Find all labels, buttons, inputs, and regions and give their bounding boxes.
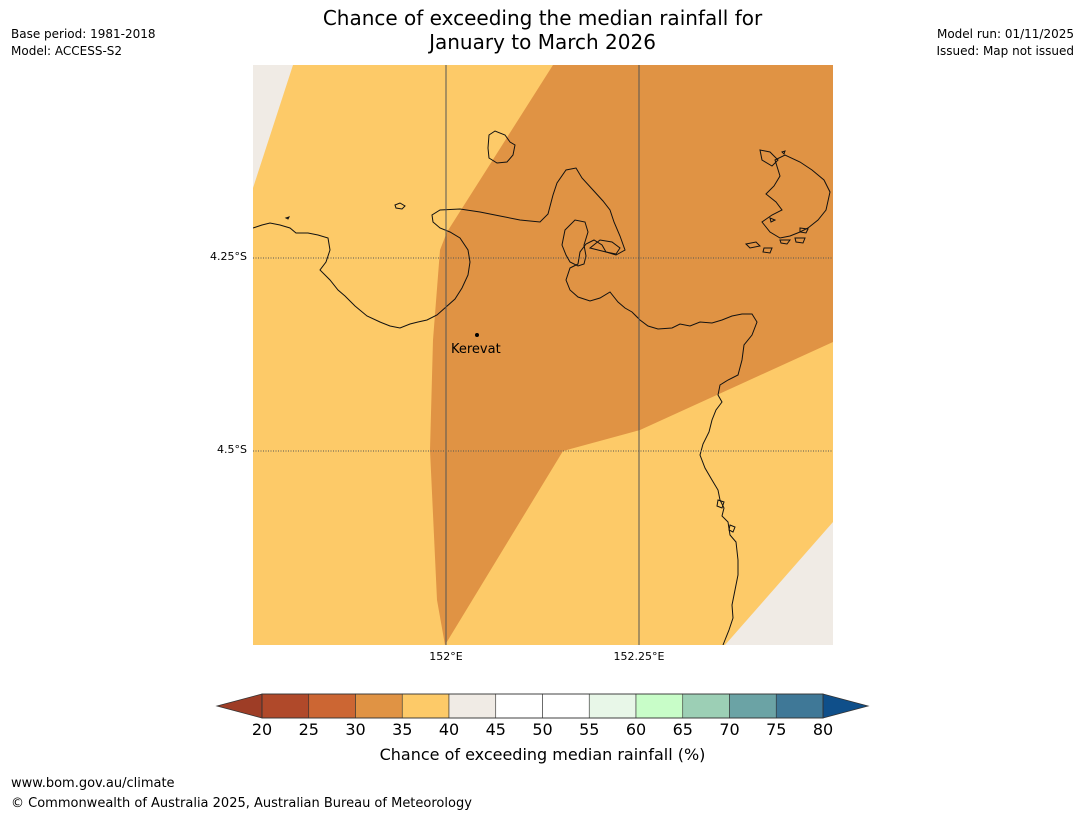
issued-status: Issued: Map not issued bbox=[936, 44, 1074, 58]
colorbar-cell bbox=[261, 693, 310, 719]
colorbar-tick-label: 50 bbox=[532, 720, 553, 739]
place-label-kerevat: Kerevat bbox=[451, 342, 501, 357]
lat-label-4-5: 4.5°S bbox=[217, 443, 247, 456]
colorbar-cell bbox=[401, 693, 450, 719]
colorbar-label: Chance of exceeding median rainfall (%) bbox=[379, 745, 706, 764]
colorbar-tick-label: 80 bbox=[812, 720, 834, 739]
map-area bbox=[253, 65, 833, 645]
colorbar-over-arrow bbox=[822, 693, 870, 719]
base-period: Base period: 1981-2018 bbox=[11, 27, 156, 41]
colorbar-cell bbox=[588, 693, 637, 719]
colorbar-cell bbox=[775, 693, 824, 719]
colorbar-cell bbox=[682, 693, 730, 719]
kerevat-marker bbox=[475, 333, 479, 337]
colorbar-cell bbox=[729, 693, 777, 719]
colorbar-cell bbox=[448, 693, 497, 719]
model-name: Model: ACCESS-S2 bbox=[11, 44, 123, 58]
colorbar-tick-label: 65 bbox=[672, 720, 693, 739]
colorbar-cell bbox=[355, 693, 403, 719]
colorbar-under-arrow bbox=[215, 693, 263, 719]
title-line-2: January to March 2026 bbox=[429, 30, 656, 54]
class-40-45-region-se bbox=[725, 522, 833, 645]
colorbar-tick-label: 40 bbox=[438, 720, 460, 739]
copyright-text: © Commonwealth of Australia 2025, Austra… bbox=[11, 796, 472, 811]
colorbar-tick-label: 25 bbox=[298, 720, 319, 739]
colorbar-cell bbox=[542, 693, 590, 719]
meta-right: Model run: 01/11/2025 Issued: Map not is… bbox=[936, 26, 1074, 60]
coastline bbox=[253, 130, 831, 645]
class-30-35-region bbox=[430, 65, 833, 645]
lon-label-152-25: 152.25°E bbox=[613, 650, 665, 663]
colorbar-tick-label: 75 bbox=[766, 720, 787, 739]
colorbar-cell bbox=[308, 693, 356, 719]
colorbar bbox=[215, 693, 870, 719]
model-run: Model run: 01/11/2025 bbox=[936, 27, 1074, 41]
lon-label-152: 152°E bbox=[429, 650, 463, 663]
colorbar-tick-label: 55 bbox=[579, 720, 600, 739]
title-line-1: Chance of exceeding the median rainfall … bbox=[322, 6, 763, 30]
colorbar-cell bbox=[495, 693, 543, 719]
colorbar-tick-label: 60 bbox=[625, 720, 647, 739]
colorbar-tick-label: 20 bbox=[251, 720, 273, 739]
colorbar-cell bbox=[635, 693, 684, 719]
colorbar-tick-label: 70 bbox=[719, 720, 740, 739]
graticule bbox=[253, 65, 833, 645]
lat-label-4-25: 4.25°S bbox=[210, 250, 247, 263]
colorbar-tick-label: 35 bbox=[392, 720, 413, 739]
website-link[interactable]: www.bom.gov.au/climate bbox=[11, 776, 175, 791]
colorbar-tick-label: 30 bbox=[345, 720, 366, 739]
meta-left: Base period: 1981-2018 Model: ACCESS-S2 bbox=[11, 26, 156, 60]
colorbar-tick-label: 45 bbox=[485, 720, 506, 739]
class-40-45-region-nw bbox=[253, 65, 293, 188]
colorbar-frame bbox=[261, 693, 824, 719]
map-title: Chance of exceeding the median rainfall … bbox=[0, 6, 1085, 54]
